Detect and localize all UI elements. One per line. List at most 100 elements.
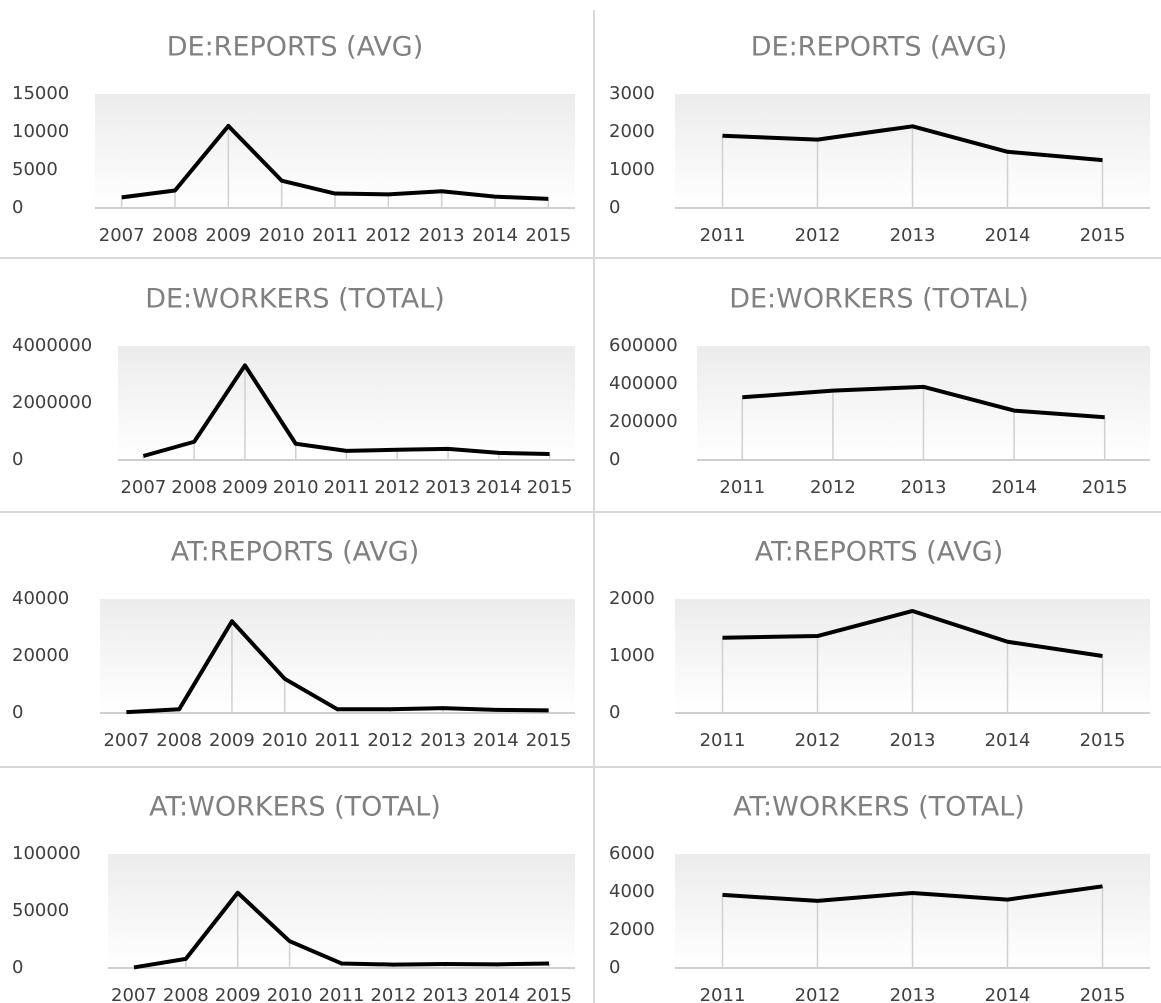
chart-title: DE:WORKERS (TOTAL)	[729, 284, 1029, 315]
line	[126, 619, 549, 715]
y-tick-label: 0	[12, 197, 23, 218]
x-tick-label: 2012	[795, 225, 841, 246]
chart-title: DE:REPORTS (AVG)	[751, 32, 1008, 63]
x-tick-label: 2008	[156, 730, 202, 751]
x-tick-label: 2014	[476, 477, 522, 498]
y-tick-label: 4000000	[12, 335, 92, 356]
x-tick-label: 2007	[99, 225, 145, 246]
y-tick-label: 600000	[609, 335, 678, 356]
line	[722, 608, 1103, 658]
chart-title: AT:WORKERS (TOTAL)	[149, 792, 441, 823]
y-tick-label: 0	[609, 957, 620, 978]
y-tick-label: 15000	[12, 83, 69, 104]
x-tick-label: 2015	[526, 985, 572, 1003]
y-tick-label: 400000	[609, 373, 678, 394]
x-tick-label: 2012	[374, 477, 420, 498]
x-tick-label: 2011	[700, 225, 746, 246]
y-tick-label: 2000000	[12, 392, 92, 413]
x-tick-label: 2014	[985, 225, 1031, 246]
x-tick-label: 2012	[795, 985, 841, 1003]
x-tick-label: 2013	[419, 225, 465, 246]
x-tick-label: 2007	[111, 985, 157, 1003]
x-tick-label: 2013	[422, 985, 468, 1003]
x-tick-label: 2010	[273, 477, 319, 498]
panel-borders	[0, 10, 1161, 1003]
x-tick-label: 2015	[527, 477, 573, 498]
x-tick-label: 2011	[315, 730, 361, 751]
x-tick-label: 2012	[795, 730, 841, 751]
y-tick-label: 100000	[12, 843, 81, 864]
x-tick-label: 2008	[163, 985, 209, 1003]
x-tick-label: 2011	[319, 985, 365, 1003]
x-tick-label: 2015	[525, 225, 571, 246]
x-tick-label: 2011	[324, 477, 370, 498]
x-tick-label: 2013	[420, 730, 466, 751]
y-tick-label: 200000	[609, 411, 678, 432]
line	[142, 363, 550, 458]
x-tick-label: 2014	[472, 225, 518, 246]
chart-title: AT:WORKERS (TOTAL)	[733, 792, 1025, 823]
y-tick-label: 5000	[12, 159, 58, 180]
x-tick-label: 2010	[262, 730, 308, 751]
x-tick-label: 2014	[473, 730, 519, 751]
x-tick-label: 2011	[312, 225, 358, 246]
x-tick-label: 2008	[171, 477, 217, 498]
line	[722, 124, 1103, 163]
y-tick-label: 6000	[609, 843, 655, 864]
y-tick-label: 0	[609, 197, 620, 218]
x-tick-label: 2014	[985, 730, 1031, 751]
x-tick-label: 2013	[425, 477, 471, 498]
x-tick-label: 2013	[890, 985, 936, 1003]
x-tick-label: 2012	[810, 477, 856, 498]
y-tick-label: 50000	[12, 900, 69, 921]
x-tick-label: 2015	[1080, 985, 1126, 1003]
x-tick-label: 2011	[700, 730, 746, 751]
x-tick-label: 2009	[209, 730, 255, 751]
chart-title: AT:REPORTS (AVG)	[171, 537, 420, 568]
x-tick-label: 2012	[370, 985, 416, 1003]
chart-title: AT:REPORTS (AVG)	[755, 537, 1004, 568]
x-tick-label: 2012	[367, 730, 413, 751]
y-tick-label: 40000	[12, 588, 69, 609]
x-tick-label: 2008	[152, 225, 198, 246]
x-tick-label: 2007	[120, 477, 166, 498]
y-tick-label: 0	[12, 449, 23, 470]
x-tick-label: 2015	[526, 730, 572, 751]
x-tick-label: 2009	[222, 477, 268, 498]
x-tick-label: 2014	[985, 985, 1031, 1003]
x-tick-label: 2010	[267, 985, 313, 1003]
x-tick-label: 2012	[365, 225, 411, 246]
x-tick-label: 2007	[103, 730, 149, 751]
x-tick-label: 2015	[1082, 477, 1128, 498]
y-tick-label: 0	[609, 449, 620, 470]
x-tick-label: 2011	[700, 985, 746, 1003]
y-tick-label: 2000	[609, 121, 655, 142]
y-tick-label: 20000	[12, 645, 69, 666]
plot-area	[100, 599, 575, 713]
x-tick-label: 2013	[890, 730, 936, 751]
y-tick-label: 0	[12, 702, 23, 723]
x-tick-label: 2014	[474, 985, 520, 1003]
x-tick-label: 2009	[215, 985, 261, 1003]
y-tick-label: 2000	[609, 919, 655, 940]
y-tick-label: 10000	[12, 121, 69, 142]
plot-area	[108, 854, 575, 968]
line	[742, 384, 1105, 420]
y-tick-label: 0	[609, 702, 620, 723]
x-tick-label: 2011	[719, 477, 765, 498]
chart-title: DE:WORKERS (TOTAL)	[145, 284, 445, 315]
line	[722, 884, 1103, 903]
x-tick-label: 2009	[205, 225, 251, 246]
y-tick-label: 3000	[609, 83, 655, 104]
x-tick-label: 2010	[259, 225, 305, 246]
x-tick-label: 2013	[890, 225, 936, 246]
x-tick-label: 2013	[901, 477, 947, 498]
y-tick-label: 4000	[609, 881, 655, 902]
x-tick-label: 2015	[1080, 730, 1126, 751]
line	[121, 123, 549, 201]
y-tick-label: 1000	[609, 159, 655, 180]
y-tick-label: 1000	[609, 645, 655, 666]
y-tick-label: 2000	[609, 588, 655, 609]
y-tick-label: 0	[12, 957, 23, 978]
